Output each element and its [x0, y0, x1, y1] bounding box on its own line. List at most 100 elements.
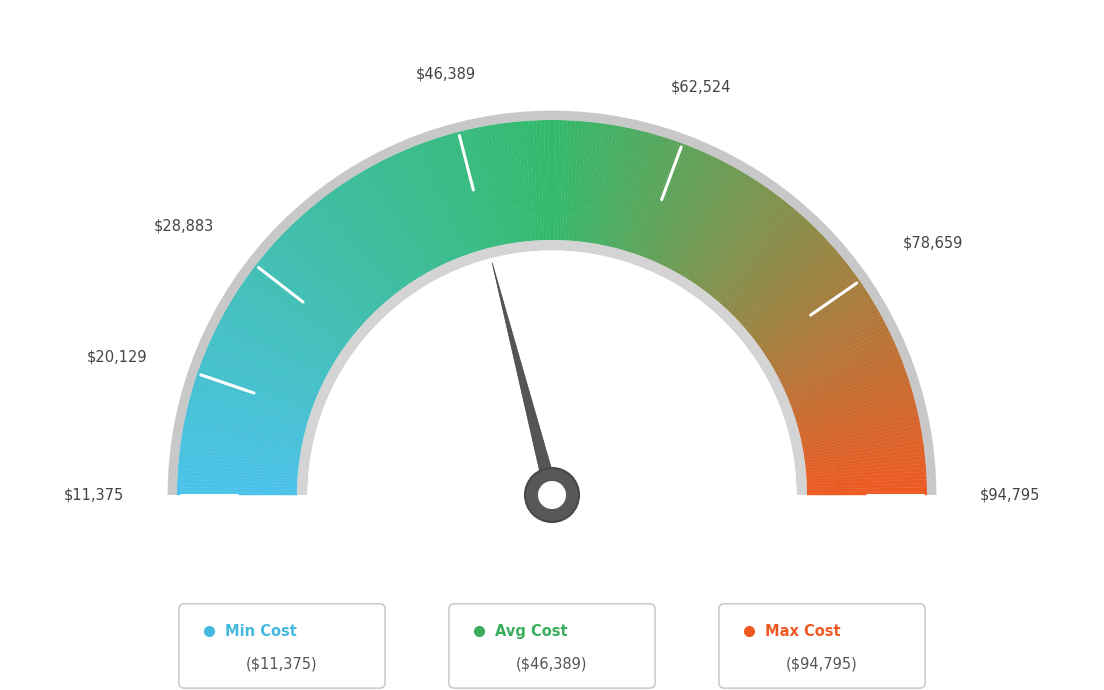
- Wedge shape: [258, 259, 353, 337]
- Wedge shape: [795, 383, 911, 422]
- Wedge shape: [287, 227, 373, 315]
- Wedge shape: [193, 383, 309, 422]
- Wedge shape: [180, 444, 299, 463]
- Wedge shape: [544, 120, 550, 240]
- Wedge shape: [532, 120, 541, 240]
- Wedge shape: [481, 126, 507, 244]
- Wedge shape: [223, 311, 330, 372]
- Wedge shape: [723, 217, 806, 307]
- Wedge shape: [222, 315, 329, 375]
- Wedge shape: [806, 460, 925, 473]
- Wedge shape: [786, 346, 898, 396]
- Wedge shape: [417, 144, 463, 257]
- Wedge shape: [439, 136, 478, 252]
- Wedge shape: [799, 402, 916, 434]
- Wedge shape: [675, 166, 736, 273]
- Wedge shape: [731, 227, 817, 315]
- Wedge shape: [636, 141, 679, 255]
- Wedge shape: [603, 128, 630, 246]
- Wedge shape: [710, 201, 788, 297]
- Wedge shape: [493, 124, 514, 243]
- Wedge shape: [807, 483, 927, 490]
- Wedge shape: [198, 368, 312, 411]
- Wedge shape: [208, 342, 319, 394]
- Wedge shape: [180, 440, 299, 460]
- Wedge shape: [573, 121, 587, 241]
- Wedge shape: [385, 157, 440, 266]
- Wedge shape: [607, 129, 638, 247]
- Wedge shape: [806, 456, 925, 471]
- Wedge shape: [433, 139, 474, 253]
- Wedge shape: [182, 428, 301, 453]
- Wedge shape: [736, 235, 826, 320]
- Wedge shape: [648, 148, 698, 260]
- Wedge shape: [795, 379, 910, 419]
- Wedge shape: [358, 172, 422, 277]
- Wedge shape: [768, 297, 873, 363]
- Wedge shape: [185, 413, 304, 442]
- Wedge shape: [470, 128, 499, 246]
- Wedge shape: [168, 110, 936, 495]
- Wedge shape: [702, 192, 776, 290]
- Wedge shape: [797, 394, 914, 429]
- Wedge shape: [270, 244, 362, 326]
- Wedge shape: [396, 152, 448, 263]
- Wedge shape: [253, 265, 350, 341]
- Wedge shape: [489, 125, 512, 244]
- Wedge shape: [804, 433, 922, 455]
- Wedge shape: [537, 120, 544, 240]
- Wedge shape: [651, 149, 701, 261]
- Wedge shape: [512, 121, 528, 242]
- Wedge shape: [696, 185, 766, 286]
- Wedge shape: [762, 281, 862, 352]
- Wedge shape: [529, 121, 539, 241]
- Wedge shape: [641, 144, 687, 257]
- Wedge shape: [331, 189, 404, 288]
- Wedge shape: [668, 161, 725, 269]
- Wedge shape: [389, 156, 444, 266]
- Wedge shape: [403, 149, 453, 261]
- Wedge shape: [764, 288, 867, 356]
- Wedge shape: [684, 175, 750, 278]
- Wedge shape: [626, 136, 665, 252]
- Wedge shape: [312, 204, 392, 299]
- Wedge shape: [707, 196, 782, 293]
- Wedge shape: [613, 131, 645, 248]
- Wedge shape: [806, 468, 926, 479]
- Wedge shape: [771, 301, 874, 365]
- Wedge shape: [392, 154, 446, 264]
- Wedge shape: [411, 146, 458, 259]
- Wedge shape: [800, 413, 919, 442]
- Wedge shape: [459, 131, 491, 248]
- Wedge shape: [183, 425, 301, 450]
- Wedge shape: [654, 151, 704, 262]
- Wedge shape: [425, 141, 468, 255]
- Wedge shape: [501, 123, 520, 242]
- Wedge shape: [206, 346, 318, 396]
- Wedge shape: [197, 372, 311, 414]
- Text: ($46,389): ($46,389): [517, 657, 587, 672]
- Wedge shape: [783, 335, 893, 389]
- Wedge shape: [743, 247, 836, 328]
- Circle shape: [538, 481, 566, 509]
- Wedge shape: [341, 183, 411, 284]
- Wedge shape: [749, 256, 843, 335]
- Wedge shape: [779, 325, 888, 382]
- Wedge shape: [293, 221, 378, 311]
- Wedge shape: [192, 386, 308, 424]
- Wedge shape: [452, 132, 486, 249]
- Wedge shape: [584, 123, 603, 242]
- Wedge shape: [202, 357, 315, 404]
- Wedge shape: [274, 241, 364, 324]
- Wedge shape: [266, 250, 359, 331]
- Wedge shape: [517, 121, 531, 241]
- Wedge shape: [474, 128, 501, 246]
- Wedge shape: [656, 152, 708, 263]
- Text: Max Cost: Max Cost: [765, 624, 840, 639]
- Wedge shape: [364, 168, 427, 274]
- Wedge shape: [793, 372, 907, 414]
- Wedge shape: [677, 168, 740, 274]
- Wedge shape: [505, 123, 522, 242]
- Wedge shape: [774, 311, 881, 372]
- Wedge shape: [428, 139, 470, 254]
